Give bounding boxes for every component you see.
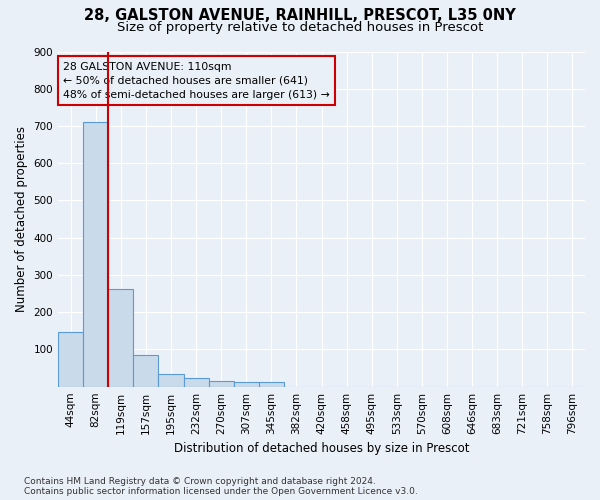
Bar xyxy=(83,122,108,386)
Bar xyxy=(133,355,158,386)
Y-axis label: Number of detached properties: Number of detached properties xyxy=(15,126,28,312)
Bar xyxy=(259,382,284,386)
Bar xyxy=(209,382,233,386)
Bar xyxy=(233,382,259,386)
Bar xyxy=(58,332,83,386)
X-axis label: Distribution of detached houses by size in Prescot: Distribution of detached houses by size … xyxy=(174,442,469,455)
Bar xyxy=(108,288,133,386)
Bar xyxy=(184,378,209,386)
Text: 28 GALSTON AVENUE: 110sqm
← 50% of detached houses are smaller (641)
48% of semi: 28 GALSTON AVENUE: 110sqm ← 50% of detac… xyxy=(64,62,330,100)
Text: Size of property relative to detached houses in Prescot: Size of property relative to detached ho… xyxy=(117,21,483,34)
Text: 28, GALSTON AVENUE, RAINHILL, PRESCOT, L35 0NY: 28, GALSTON AVENUE, RAINHILL, PRESCOT, L… xyxy=(84,8,516,22)
Bar xyxy=(158,374,184,386)
Text: Contains HM Land Registry data © Crown copyright and database right 2024.
Contai: Contains HM Land Registry data © Crown c… xyxy=(24,476,418,496)
